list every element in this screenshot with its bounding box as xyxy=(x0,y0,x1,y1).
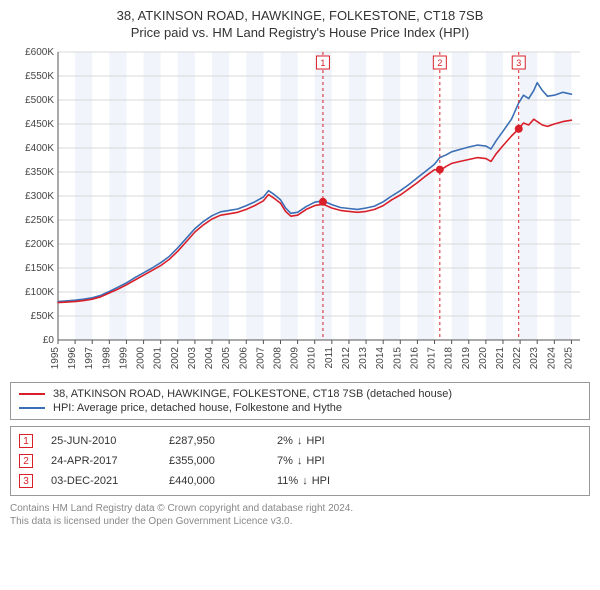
transaction-row: 3 03-DEC-2021 £440,000 11% ↓ HPI xyxy=(19,471,581,491)
svg-text:2011: 2011 xyxy=(324,347,335,369)
title-block: 38, ATKINSON ROAD, HAWKINGE, FOLKESTONE,… xyxy=(10,8,590,40)
svg-text:2003: 2003 xyxy=(187,347,198,370)
svg-text:2004: 2004 xyxy=(204,347,215,370)
svg-text:2009: 2009 xyxy=(290,347,301,370)
arrow-down-icon: ↓ xyxy=(302,475,308,487)
svg-text:2000: 2000 xyxy=(136,347,147,370)
transaction-marker: 3 xyxy=(19,474,33,488)
transactions-box: 125-JUN-2010£287,9502%↓HPI224-APR-2017£3… xyxy=(10,426,590,496)
transaction-marker: 1 xyxy=(19,434,33,448)
svg-text:2023: 2023 xyxy=(529,347,540,370)
footer-line-1: Contains HM Land Registry data © Crown c… xyxy=(10,502,590,515)
svg-text:2016: 2016 xyxy=(409,347,420,370)
transaction-diff: 7% ↓HPI xyxy=(277,455,325,467)
transaction-date: 25-JUN-2010 xyxy=(51,435,151,447)
diff-percent: 2% xyxy=(277,435,293,447)
line-chart-svg: £0 £50K £100K £150K £200K £250K £300K £350K £400… xyxy=(10,46,590,376)
transaction-date: 03-DEC-2021 xyxy=(51,475,151,487)
svg-text:2001: 2001 xyxy=(153,347,164,370)
diff-suffix: HPI xyxy=(306,435,324,447)
svg-text:£200K: £200K xyxy=(25,239,54,250)
svg-text:2019: 2019 xyxy=(461,347,472,370)
svg-text:2008: 2008 xyxy=(272,347,283,370)
svg-text:1999: 1999 xyxy=(118,347,129,370)
arrow-down-icon: ↓ xyxy=(297,455,303,467)
transaction-price: £287,950 xyxy=(169,435,259,447)
svg-text:2012: 2012 xyxy=(341,347,352,370)
title-line-2: Price paid vs. HM Land Registry's House … xyxy=(10,25,590,40)
svg-text:1995: 1995 xyxy=(50,347,61,370)
legend-box: 38, ATKINSON ROAD, HAWKINGE, FOLKESTONE,… xyxy=(10,382,590,420)
svg-text:£250K: £250K xyxy=(25,215,54,226)
svg-text:2007: 2007 xyxy=(255,347,266,370)
transaction-diff: 11% ↓ HPI xyxy=(277,475,330,487)
svg-text:2010: 2010 xyxy=(307,347,318,370)
legend-item: 38, ATKINSON ROAD, HAWKINGE, FOLKESTONE,… xyxy=(19,387,581,401)
svg-text:£50K: £50K xyxy=(31,311,55,322)
transaction-row: 2 24-APR-2017 £355,000 7% ↓HPI xyxy=(19,451,581,471)
diff-percent: 11% xyxy=(277,475,298,487)
svg-text:2025: 2025 xyxy=(563,347,574,370)
svg-text:£450K: £450K xyxy=(25,119,54,130)
svg-text:£550K: £550K xyxy=(25,71,54,82)
svg-text:2006: 2006 xyxy=(238,347,249,370)
diff-suffix: HPI xyxy=(306,455,324,467)
svg-text:£100K: £100K xyxy=(25,287,54,298)
svg-text:2024: 2024 xyxy=(546,347,557,370)
footer: Contains HM Land Registry data © Crown c… xyxy=(10,502,590,528)
transaction-date: 24-APR-2017 xyxy=(51,455,151,467)
svg-text:1997: 1997 xyxy=(84,347,95,370)
svg-text:1998: 1998 xyxy=(101,347,112,370)
diff-percent: 7% xyxy=(277,455,293,467)
legend-label: 38, ATKINSON ROAD, HAWKINGE, FOLKESTONE,… xyxy=(53,388,452,400)
arrow-down-icon: ↓ xyxy=(297,435,303,447)
title-line-1: 38, ATKINSON ROAD, HAWKINGE, FOLKESTONE,… xyxy=(10,8,590,23)
svg-text:2022: 2022 xyxy=(512,347,523,370)
svg-text:£500K: £500K xyxy=(25,95,54,106)
svg-text:2020: 2020 xyxy=(478,347,489,370)
transaction-diff: 2% ↓HPI xyxy=(277,435,325,447)
svg-text:£300K: £300K xyxy=(25,191,54,202)
svg-text:2015: 2015 xyxy=(392,347,403,370)
transaction-price: £440,000 xyxy=(169,475,259,487)
legend-label: HPI: Average price, detached house, Folk… xyxy=(53,402,342,414)
svg-text:£0: £0 xyxy=(43,335,55,346)
footer-line-2: This data is licensed under the Open Gov… xyxy=(10,515,590,528)
svg-text:2013: 2013 xyxy=(358,347,369,370)
transaction-marker: 2 xyxy=(19,454,33,468)
svg-text:1: 1 xyxy=(320,58,325,68)
svg-text:2005: 2005 xyxy=(221,347,232,370)
svg-text:£150K: £150K xyxy=(25,263,54,274)
svg-text:£350K: £350K xyxy=(25,167,54,178)
transaction-price: £355,000 xyxy=(169,455,259,467)
legend-swatch xyxy=(19,393,45,395)
svg-text:3: 3 xyxy=(516,58,521,68)
svg-text:1996: 1996 xyxy=(67,347,78,370)
svg-text:2014: 2014 xyxy=(375,347,386,370)
svg-text:2021: 2021 xyxy=(495,347,506,370)
svg-text:£600K: £600K xyxy=(25,47,54,58)
chart-area: £0 £50K £100K £150K £200K £250K £300K £350K £400… xyxy=(10,46,590,376)
diff-suffix: HPI xyxy=(312,475,330,487)
legend-swatch xyxy=(19,407,45,409)
svg-text:2018: 2018 xyxy=(444,347,455,370)
svg-text:2017: 2017 xyxy=(427,347,438,370)
svg-text:2: 2 xyxy=(437,58,442,68)
transaction-row: 1 25-JUN-2010 £287,950 2% ↓HPI xyxy=(19,431,581,451)
chart-container: 38, ATKINSON ROAD, HAWKINGE, FOLKESTONE,… xyxy=(0,0,600,534)
svg-text:£400K: £400K xyxy=(25,143,54,154)
legend-item: HPI: Average price, detached house, Folk… xyxy=(19,401,581,415)
svg-text:2002: 2002 xyxy=(170,347,181,370)
